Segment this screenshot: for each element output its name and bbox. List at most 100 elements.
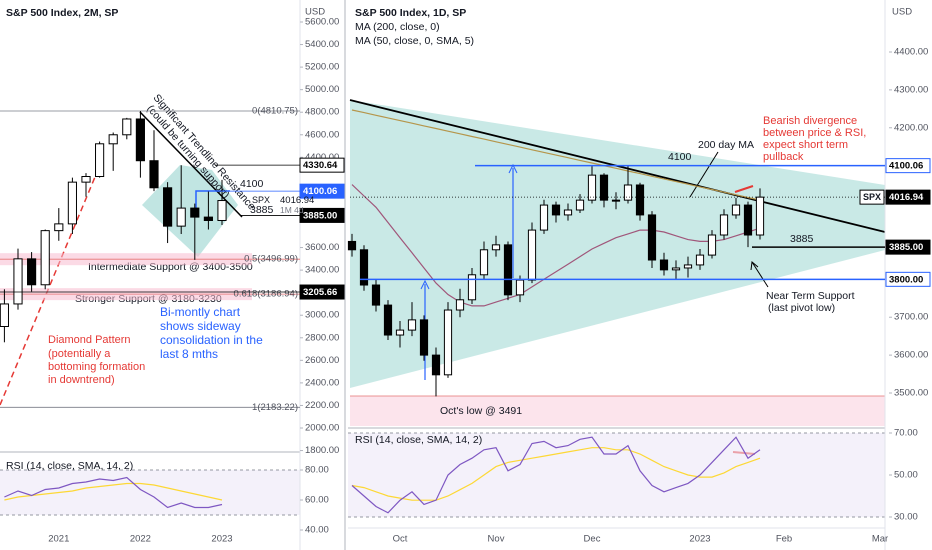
level-note: 3885 [790, 233, 814, 245]
candle-body [491, 244, 501, 251]
rsi-line [351, 436, 761, 514]
triangle-pattern [350, 100, 885, 388]
indicator-label: MA (200, close, 0) [355, 21, 440, 33]
candle-body [671, 267, 681, 271]
diamond-note: (potentially a [48, 348, 111, 360]
x-tick-label: Mar [872, 534, 888, 545]
candle-body [203, 216, 213, 221]
bimonthly-note: Bi-montly chart [160, 305, 241, 319]
level-note: 4100 [240, 178, 264, 190]
candle-body [659, 259, 669, 271]
support-arrow [751, 261, 769, 288]
price-tag-countdown: 1M 4d [280, 205, 304, 215]
axis-tag [885, 158, 931, 174]
fib-label: 0.618(3186.94) [234, 289, 298, 300]
candle-body [743, 204, 753, 236]
candle-body [383, 304, 393, 336]
diamond-note: bottoming formation [48, 361, 145, 373]
candle-body [190, 207, 200, 218]
right-title: S&P 500 Index, 1D, SP [355, 7, 466, 19]
axis-tag [299, 284, 345, 300]
y-tick-label: 5600.00 [305, 17, 339, 28]
axis-tag [885, 189, 931, 205]
level-note: 4100 [668, 151, 692, 163]
axis-tag-label: 3800.00 [889, 274, 923, 285]
ma-note: 200 day MA [698, 139, 754, 151]
y-tick-label: 4600.00 [305, 129, 339, 140]
fib-label: 0.5(3496.99) [244, 254, 298, 265]
x-tick-label: 2021 [48, 534, 69, 545]
level-note: 3885 [250, 204, 274, 216]
rsi-tick-label: 80.00 [305, 465, 329, 476]
divergence-note: between price & RSI, [763, 127, 866, 139]
moving-average [351, 109, 761, 201]
candle-body [371, 284, 381, 306]
axis-tag-label: 4016.94 [889, 192, 924, 203]
ma-note-arrow [689, 151, 719, 198]
bimonthly-note: last 8 mths [160, 347, 218, 361]
candle-body [108, 134, 118, 145]
axis-tag [299, 157, 345, 173]
candle-body [695, 254, 705, 266]
axis-tag-label: 4100.06 [303, 186, 337, 197]
left-currency: USD [305, 7, 325, 18]
candle-body [407, 319, 417, 331]
candle-body [54, 223, 64, 232]
indicator-label: MA (50, close, 0, SMA, 5) [355, 35, 474, 47]
candle-body [419, 319, 429, 356]
y-tick-label: 2400.00 [305, 377, 339, 388]
y-tick-label: 5200.00 [305, 62, 339, 73]
axis-tag [885, 271, 931, 287]
axis-tag-label: 3885.00 [303, 210, 337, 221]
symbol-tag-label: SPX [863, 192, 881, 202]
y-tick-label: 4400.00 [305, 152, 339, 163]
x-tick-label: Dec [584, 534, 601, 545]
y-tick-label: 5400.00 [305, 39, 339, 50]
candle-body [395, 329, 405, 336]
support-note: Near Term Support [766, 290, 855, 302]
candle-body [176, 207, 186, 227]
candle-body [149, 160, 159, 189]
candle-body [13, 258, 23, 305]
candle-body [707, 234, 717, 256]
x-tick-label: Nov [488, 534, 505, 545]
support-arrowhead [750, 261, 759, 271]
right-panel: S&P 500 Index, 1D, SP MA (200, close, 0)… [344, 0, 912, 550]
axis-tag-label: 3885.00 [889, 242, 923, 253]
candle-body [359, 249, 369, 286]
candle-body [122, 118, 132, 136]
support-note: (last pivot low) [768, 302, 835, 314]
candle-body [647, 214, 657, 261]
candle-body [539, 204, 549, 231]
x-tick-label: 2022 [130, 534, 151, 545]
left-background [0, 0, 345, 550]
candle-body [719, 214, 729, 236]
candle-body [347, 240, 357, 251]
candle-body [575, 199, 585, 211]
candle-body [611, 199, 621, 202]
red-dashed-trend [0, 164, 101, 406]
y-tick-label: 2200.00 [305, 400, 339, 411]
axis-tag [299, 183, 345, 199]
bimonthly-note: consolidation in the [160, 333, 263, 347]
y-tick-label: 3700.00 [894, 312, 928, 323]
symbol-tag [859, 189, 885, 205]
candle-body [67, 181, 77, 225]
left-rsi-band [0, 470, 300, 515]
fib-label: 1(2183.22) [252, 402, 298, 413]
blue-arrowhead [420, 279, 430, 290]
candle-body [163, 187, 173, 227]
y-tick-label: 3500.00 [894, 388, 928, 399]
rsi-tick-label: 70.00 [894, 428, 918, 439]
candle-body [551, 204, 561, 216]
bimonthly-note: shows sideway [160, 319, 241, 333]
candle-body [527, 229, 537, 281]
x-tick-label: Feb [776, 534, 792, 545]
candle-body [755, 196, 765, 236]
oct-low-note: Oct's low @ 3491 [440, 405, 522, 417]
candle-body [479, 249, 489, 276]
y-tick-label: 5000.00 [305, 84, 339, 95]
candle-body [503, 244, 513, 296]
rsi-tick-label: 30.00 [894, 512, 918, 523]
